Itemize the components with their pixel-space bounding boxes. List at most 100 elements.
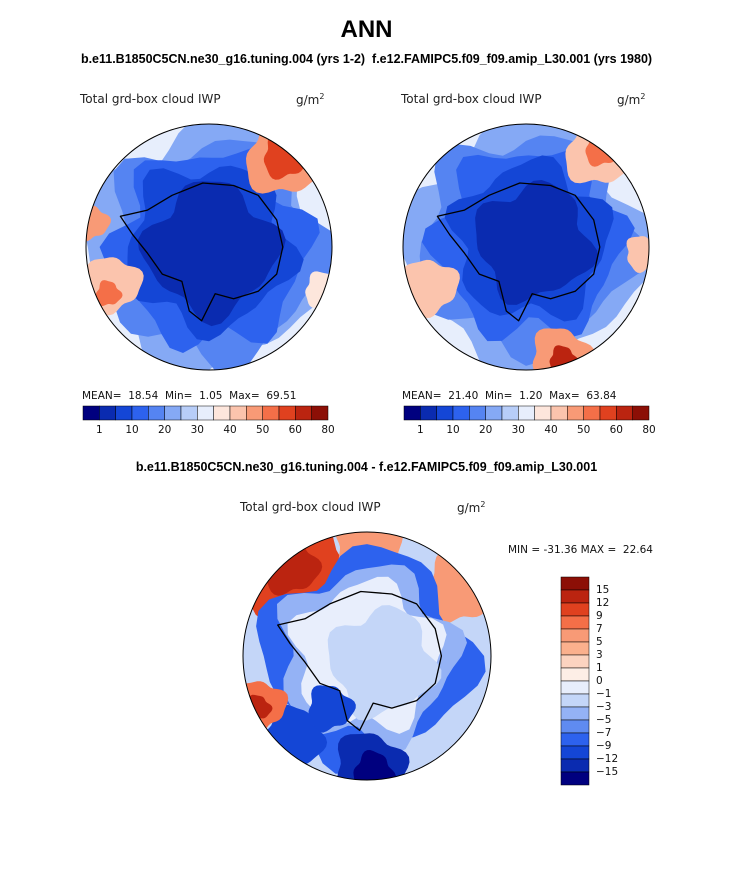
colorbar-swatch [560,680,590,695]
colorbar-swatch [115,405,133,421]
colorbar-tick-label: 20 [158,424,172,436]
panel3-colorbar [560,576,590,786]
colorbar-swatch [164,405,182,421]
colorbar-swatch [560,706,590,721]
antarctica-coastline [277,590,443,732]
panel1-colorbar-ticks: 1 10 20 30 40 50 60 80 [83,424,335,438]
colorbar-tick-label: 50 [256,424,270,436]
colorbar-swatch [550,405,568,421]
colorbar-tick-label: 1 [416,424,424,436]
panel2-units-label: g/m2 [617,92,646,107]
colorbar-swatch [452,405,470,421]
colorbar-tick-label: 1 [95,424,103,436]
colorbar-swatch [99,405,116,421]
colorbar-swatch [560,589,590,604]
panel3-colorbar-ticks: 15 12 9 7 5 3 1 0 −1 −3 −5 −7 −9 −12 −15 [596,577,636,785]
subtitle-left: b.e11.B1850C5CN.ne30_g16.tuning.004 (yrs… [80,52,366,66]
map-boundary [402,123,650,371]
field-contour [308,685,356,733]
colorbar-tick-label: −3 [596,701,612,713]
colorbar-swatch [583,405,601,421]
panel3-minmax: MIN = -31.36 MAX = 22.64 [508,544,653,556]
field-contour [626,236,649,273]
panel1-polar-map [85,123,333,371]
antarctica-coastline [436,182,601,322]
field-contour [96,280,123,306]
colorbar-tick-label: 40 [223,424,237,436]
colorbar-swatch [82,405,100,421]
panel1-stats: MEAN= 18.54 Min= 1.05 Max= 69.51 [82,390,297,402]
colorbar-tick-label: 30 [511,424,525,436]
colorbar-swatch [518,405,535,421]
panel2-polar-map [402,123,650,371]
subtitle-right: f.e12.FAMIPC5.f09_f09.amip_L30.001 (yrs … [372,52,653,66]
colorbar-tick-label: 50 [577,424,591,436]
colorbar-swatch [501,405,519,421]
colorbar-swatch [560,719,590,734]
colorbar-tick-label: −12 [596,753,619,765]
panel3-units-label: g/m2 [457,500,486,515]
colorbar-tick-label: 80 [321,424,335,436]
colorbar-swatch [632,405,650,421]
colorbar-tick-label: 60 [609,424,623,436]
figure-title: ANN [340,16,393,43]
colorbar-swatch [599,405,617,421]
colorbar-swatch [469,405,486,421]
colorbar-swatch [560,758,590,773]
colorbar-tick-label: 0 [596,675,603,687]
colorbar-swatch [197,405,214,421]
colorbar-swatch [560,771,590,786]
colorbar-tick-label: −7 [596,727,612,739]
colorbar-swatch [436,405,454,421]
colorbar-swatch [560,654,590,669]
colorbar-swatch [311,405,329,421]
difference-title: b.e11.B1850C5CN.ne30_g16.tuning.004 - f.… [135,460,598,474]
panel1-colorbar [82,405,329,421]
panel3-variable-label: Total grd-box cloud IWP [240,500,381,514]
panel2-colorbar [403,405,650,421]
colorbar-tick-label: −5 [596,714,612,726]
field-contour [305,271,332,308]
colorbar-swatch [560,576,590,591]
colorbar-tick-label: 9 [596,610,603,622]
field-contour [327,605,442,721]
colorbar-tick-label: 15 [596,584,610,596]
colorbar-tick-label: −1 [596,688,612,700]
antarctica-coastline [119,182,284,322]
panel3-difference-map [242,531,492,781]
colorbar-swatch [567,405,584,421]
colorbar-swatch [485,405,503,421]
colorbar-swatch [560,667,590,682]
colorbar-tick-label: 10 [446,424,460,436]
colorbar-swatch [213,405,231,421]
panel2-stats: MEAN= 21.40 Min= 1.20 Max= 63.84 [402,390,617,402]
colorbar-tick-label: 30 [190,424,204,436]
colorbar-tick-label: 20 [479,424,493,436]
map-boundary [242,531,492,781]
colorbar-swatch [560,615,590,630]
field-contour [353,750,396,780]
colorbar-tick-label: 7 [596,623,603,635]
colorbar-swatch [420,405,437,421]
panel2-colorbar-ticks: 1 10 20 30 40 50 60 80 [404,424,656,438]
colorbar-swatch [560,732,590,747]
colorbar-swatch [616,405,633,421]
panel1-variable-label: Total grd-box cloud IWP [80,92,221,106]
field-contour [137,181,286,327]
colorbar-swatch [246,405,263,421]
colorbar-swatch [560,602,590,617]
colorbar-tick-label: 80 [642,424,656,436]
colorbar-swatch [295,405,312,421]
colorbar-tick-label: 3 [596,649,603,661]
colorbar-swatch [534,405,552,421]
colorbar-swatch [148,405,165,421]
map-boundary [85,123,333,371]
colorbar-swatch [560,745,590,760]
colorbar-tick-label: −9 [596,740,612,752]
colorbar-swatch [560,628,590,643]
colorbar-tick-label: 10 [125,424,139,436]
colorbar-tick-label: 12 [596,597,610,609]
colorbar-tick-label: 1 [596,662,603,674]
colorbar-tick-label: 40 [544,424,558,436]
colorbar-swatch [560,641,590,656]
